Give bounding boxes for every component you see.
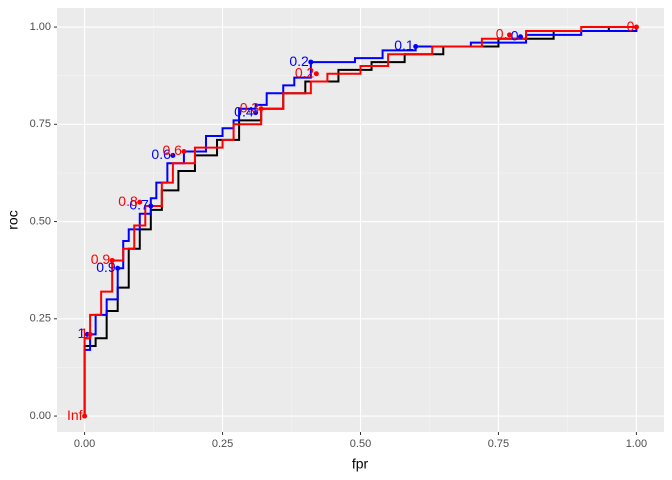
threshold-point	[518, 34, 524, 40]
threshold-label: Inf	[67, 407, 83, 423]
threshold-label: 1	[78, 325, 86, 341]
threshold-label: 0.4	[234, 103, 254, 119]
threshold-label: 0	[511, 27, 519, 43]
threshold-point	[87, 331, 93, 337]
y-tick-label: 1.00	[30, 21, 51, 33]
threshold-point	[308, 59, 314, 65]
y-tick-label: 0.75	[30, 118, 51, 130]
threshold-label: 1	[80, 325, 88, 341]
threshold-label: 0.	[496, 26, 508, 42]
y-tick-label: 0.50	[30, 215, 51, 227]
threshold-point	[82, 413, 88, 419]
threshold-label: 0.6	[151, 146, 171, 162]
threshold-point	[170, 152, 176, 158]
threshold-point	[253, 110, 259, 116]
threshold-point	[137, 199, 143, 205]
x-tick-label: 0.00	[74, 438, 95, 450]
threshold-point	[633, 24, 639, 30]
roc-line	[83, 26, 637, 417]
roc-line	[83, 26, 637, 417]
threshold-label: 0.9	[96, 259, 116, 275]
threshold-label: 0.2	[289, 53, 309, 69]
threshold-label: 0.7	[129, 197, 149, 213]
x-tick-label: 0.50	[350, 438, 371, 450]
threshold-point	[115, 265, 121, 271]
threshold-label: 0.1	[394, 37, 414, 53]
threshold-label: 0.9	[91, 251, 111, 267]
threshold-label: 0.3	[240, 99, 260, 115]
threshold-point	[148, 203, 154, 209]
y-axis-title: roc	[5, 210, 21, 229]
threshold-point	[181, 149, 187, 155]
threshold-label: 0.2	[295, 64, 315, 80]
threshold-point	[506, 32, 512, 38]
y-tick-label: 0.25	[30, 313, 51, 325]
threshold-point	[413, 44, 419, 50]
x-tick-label: 0.75	[488, 438, 509, 450]
threshold-point	[109, 257, 115, 263]
threshold-point	[258, 106, 264, 112]
y-tick-label: 0.00	[30, 410, 51, 422]
threshold-label: 0.8	[118, 193, 138, 209]
threshold-label: 0	[627, 18, 635, 34]
x-tick-label: 0.25	[212, 438, 233, 450]
x-axis-title: fpr	[352, 456, 369, 472]
x-tick-label: 1.00	[626, 438, 647, 450]
threshold-label: 0.6	[162, 142, 182, 158]
threshold-point	[313, 71, 319, 77]
